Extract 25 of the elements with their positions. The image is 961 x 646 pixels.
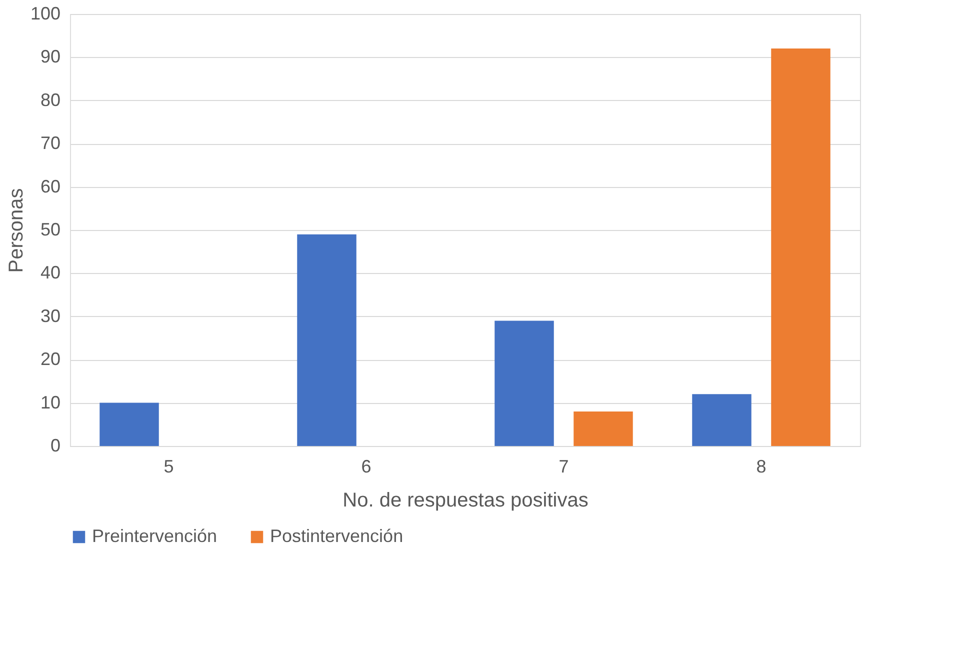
y-tick-label: 30 <box>40 306 60 326</box>
x-tick-label: 7 <box>558 456 569 476</box>
y-tick-label: 20 <box>40 349 60 370</box>
y-tick-label: 70 <box>40 133 60 154</box>
bar <box>771 48 830 446</box>
y-tick-label: 90 <box>40 46 60 67</box>
legend-label: Postintervención <box>270 526 404 546</box>
bar <box>494 320 554 446</box>
x-axis-title: No. de respuestas positivas <box>342 490 588 512</box>
bar <box>574 411 633 446</box>
y-tick-label: 80 <box>40 90 60 110</box>
y-axis-title: Personas <box>5 188 28 273</box>
x-tick-label: 8 <box>756 456 766 476</box>
y-tick-label: 50 <box>40 220 60 240</box>
y-tick-label: 10 <box>40 392 60 412</box>
y-tick-label: 0 <box>50 436 60 456</box>
legend-label: Preintervención <box>92 526 218 546</box>
y-tick-label: 60 <box>40 176 60 196</box>
x-tick-label: 5 <box>164 456 174 476</box>
x-tick-label: 6 <box>361 456 372 476</box>
y-tick-label: 40 <box>40 262 60 283</box>
bar <box>297 234 356 446</box>
y-tick-label: 100 <box>30 4 60 24</box>
bar <box>692 394 752 446</box>
bar <box>100 402 159 446</box>
